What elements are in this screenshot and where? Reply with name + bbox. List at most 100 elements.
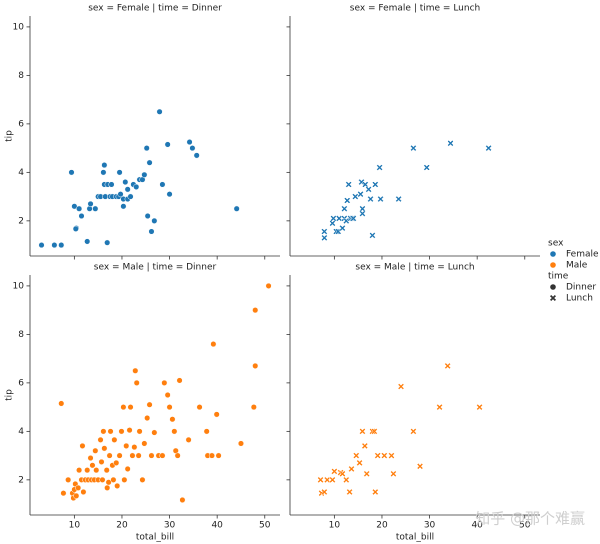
point xyxy=(416,462,424,470)
point xyxy=(374,452,382,459)
point xyxy=(121,476,128,483)
point xyxy=(339,470,346,478)
point xyxy=(89,462,96,469)
legend-title: sex xyxy=(548,239,564,249)
y-tick-label: 8 xyxy=(18,330,24,340)
point xyxy=(388,452,395,459)
point xyxy=(341,205,348,213)
x-axis-label: total_bill xyxy=(136,533,174,543)
point xyxy=(127,193,134,200)
point xyxy=(133,379,140,386)
point xyxy=(114,482,121,489)
point xyxy=(141,171,148,178)
point xyxy=(79,442,86,449)
y-tick-label: 10 xyxy=(13,281,25,291)
legend-title: time xyxy=(548,272,569,282)
point xyxy=(129,452,136,459)
point xyxy=(124,465,131,472)
y-axis-label: tip xyxy=(5,130,15,142)
point xyxy=(122,179,129,186)
point xyxy=(87,200,94,207)
point xyxy=(71,203,78,210)
point xyxy=(68,169,75,176)
point xyxy=(123,442,130,449)
point xyxy=(351,193,359,200)
point xyxy=(436,403,443,411)
y-tick-label: 4 xyxy=(18,427,24,437)
watermark: 知乎 @那个难赢 xyxy=(475,510,585,528)
point xyxy=(339,224,346,232)
y-tick-label: 6 xyxy=(18,378,24,388)
x-tick-label: 10 xyxy=(69,521,81,531)
point xyxy=(348,465,355,473)
point xyxy=(361,442,369,450)
x-tick-label: 30 xyxy=(424,521,436,531)
point xyxy=(92,205,99,212)
legend-marker xyxy=(550,262,556,268)
point xyxy=(120,404,127,411)
legend-label: Dinner xyxy=(566,283,596,293)
point xyxy=(117,191,124,198)
point xyxy=(367,195,374,203)
x-tick-label: 20 xyxy=(116,521,128,531)
point xyxy=(76,205,83,212)
x-tick-label: 50 xyxy=(259,521,271,531)
y-tick-label: 2 xyxy=(18,216,24,226)
point xyxy=(151,217,158,224)
point xyxy=(132,367,139,374)
point xyxy=(369,232,376,239)
point xyxy=(359,205,366,213)
legend-marker xyxy=(550,295,556,301)
point xyxy=(148,228,155,235)
point xyxy=(103,467,110,474)
point xyxy=(485,144,492,152)
y-tick-label: 8 xyxy=(18,71,24,81)
point xyxy=(116,169,123,176)
point xyxy=(390,470,397,478)
point xyxy=(203,428,210,435)
point xyxy=(135,452,142,459)
point xyxy=(176,377,183,384)
point xyxy=(97,436,104,443)
point xyxy=(233,205,240,212)
point xyxy=(136,428,143,435)
point xyxy=(101,162,108,169)
point xyxy=(250,404,257,411)
legend-label: Female xyxy=(566,250,599,260)
point xyxy=(346,488,353,496)
point xyxy=(371,181,379,188)
point xyxy=(99,476,106,483)
point xyxy=(350,215,357,222)
point xyxy=(139,476,146,483)
point xyxy=(166,191,173,198)
point xyxy=(76,467,83,474)
point xyxy=(444,362,452,370)
point xyxy=(108,181,115,188)
x-tick-label: 20 xyxy=(376,521,388,531)
point xyxy=(104,484,111,491)
point xyxy=(357,190,364,198)
point xyxy=(156,108,163,115)
point xyxy=(164,391,171,399)
point xyxy=(143,145,150,152)
point xyxy=(361,181,369,188)
point xyxy=(159,452,166,459)
point xyxy=(105,479,112,486)
point xyxy=(342,217,350,225)
point xyxy=(376,164,383,171)
point xyxy=(84,467,91,474)
point xyxy=(410,428,417,435)
panel-title: sex = Female | time = Dinner xyxy=(88,4,222,14)
point xyxy=(116,452,123,459)
y-tick-label: 6 xyxy=(18,119,24,129)
point xyxy=(321,228,328,235)
point xyxy=(100,428,107,435)
point xyxy=(359,210,366,217)
point xyxy=(174,452,181,459)
point xyxy=(60,490,67,497)
point xyxy=(120,203,127,210)
legend-marker xyxy=(550,284,556,290)
point xyxy=(252,362,259,369)
point xyxy=(193,152,200,159)
